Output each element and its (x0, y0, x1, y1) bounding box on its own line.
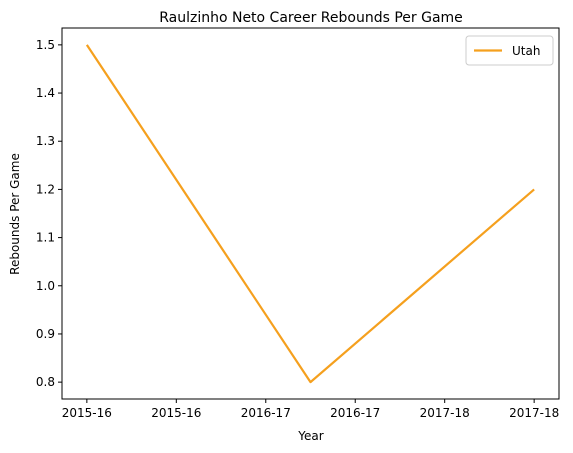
y-tick-label: 1.4 (36, 86, 55, 100)
legend-label-utah: Utah (512, 44, 540, 58)
y-tick-label: 1.2 (36, 182, 55, 196)
x-tick-label: 2015-16 (62, 406, 112, 420)
x-tick-label: 2016-17 (241, 406, 291, 420)
y-tick-label: 1.1 (36, 231, 55, 245)
y-tick-label: 1.3 (36, 134, 55, 148)
y-axis-label: Rebounds Per Game (8, 153, 22, 275)
chart-title: Raulzinho Neto Career Rebounds Per Game (159, 10, 463, 26)
legend: Utah (465, 35, 554, 66)
x-tick-label: 2017-18 (420, 406, 470, 420)
x-tick-label: 2015-16 (151, 406, 201, 420)
x-axis-label: Year (297, 429, 323, 443)
plot-frame (61, 27, 560, 400)
series-line-utah (85, 44, 535, 384)
x-tick-label: 2017-18 (509, 406, 559, 420)
legend-box (465, 35, 554, 66)
y-tick-label: 0.8 (36, 375, 55, 389)
x-axis-ticks: 2015-16 2015-16 2016-17 2016-17 2017-18 2017-… (62, 399, 559, 420)
y-tick-label: 1.5 (36, 38, 55, 52)
x-tick-label: 2016-17 (330, 406, 380, 420)
plot-area-lines (85, 44, 535, 384)
y-tick-label: 1.0 (36, 279, 55, 293)
y-tick-label: 0.9 (36, 327, 55, 341)
y-axis-ticks: 0.8 0.9 1.0 1.1 1.2 1.3 1.4 1.5 (36, 38, 62, 389)
